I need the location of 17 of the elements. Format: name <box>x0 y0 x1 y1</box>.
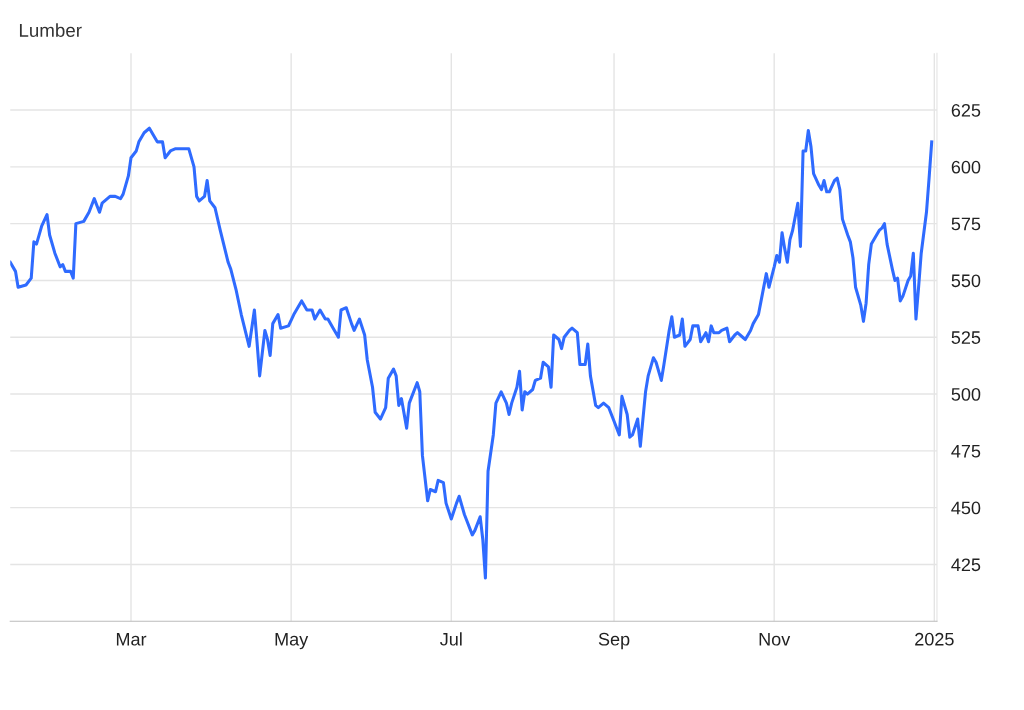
x-tick-label: 2025 <box>915 632 954 646</box>
y-tick-label: 425 <box>951 558 981 572</box>
line-series <box>10 126 934 580</box>
x-tick-label: Nov <box>759 633 791 646</box>
y-tick-label: 500 <box>951 387 981 401</box>
y-tick-label: 525 <box>951 331 981 344</box>
x-tick-label: Mar <box>116 633 147 646</box>
y-tick-label: 600 <box>951 160 981 174</box>
y-tick-label: 625 <box>951 103 981 117</box>
y-tick-label: 550 <box>951 274 981 288</box>
chart-title: Lumber <box>19 23 82 37</box>
y-tick-label: 575 <box>951 217 981 231</box>
y-tick-label: 475 <box>951 444 981 458</box>
x-tick-label: May <box>275 633 309 650</box>
x-tick-label: Sep <box>598 632 630 650</box>
y-tick-label: 450 <box>951 501 981 515</box>
x-tick-label: Jul <box>440 632 462 646</box>
